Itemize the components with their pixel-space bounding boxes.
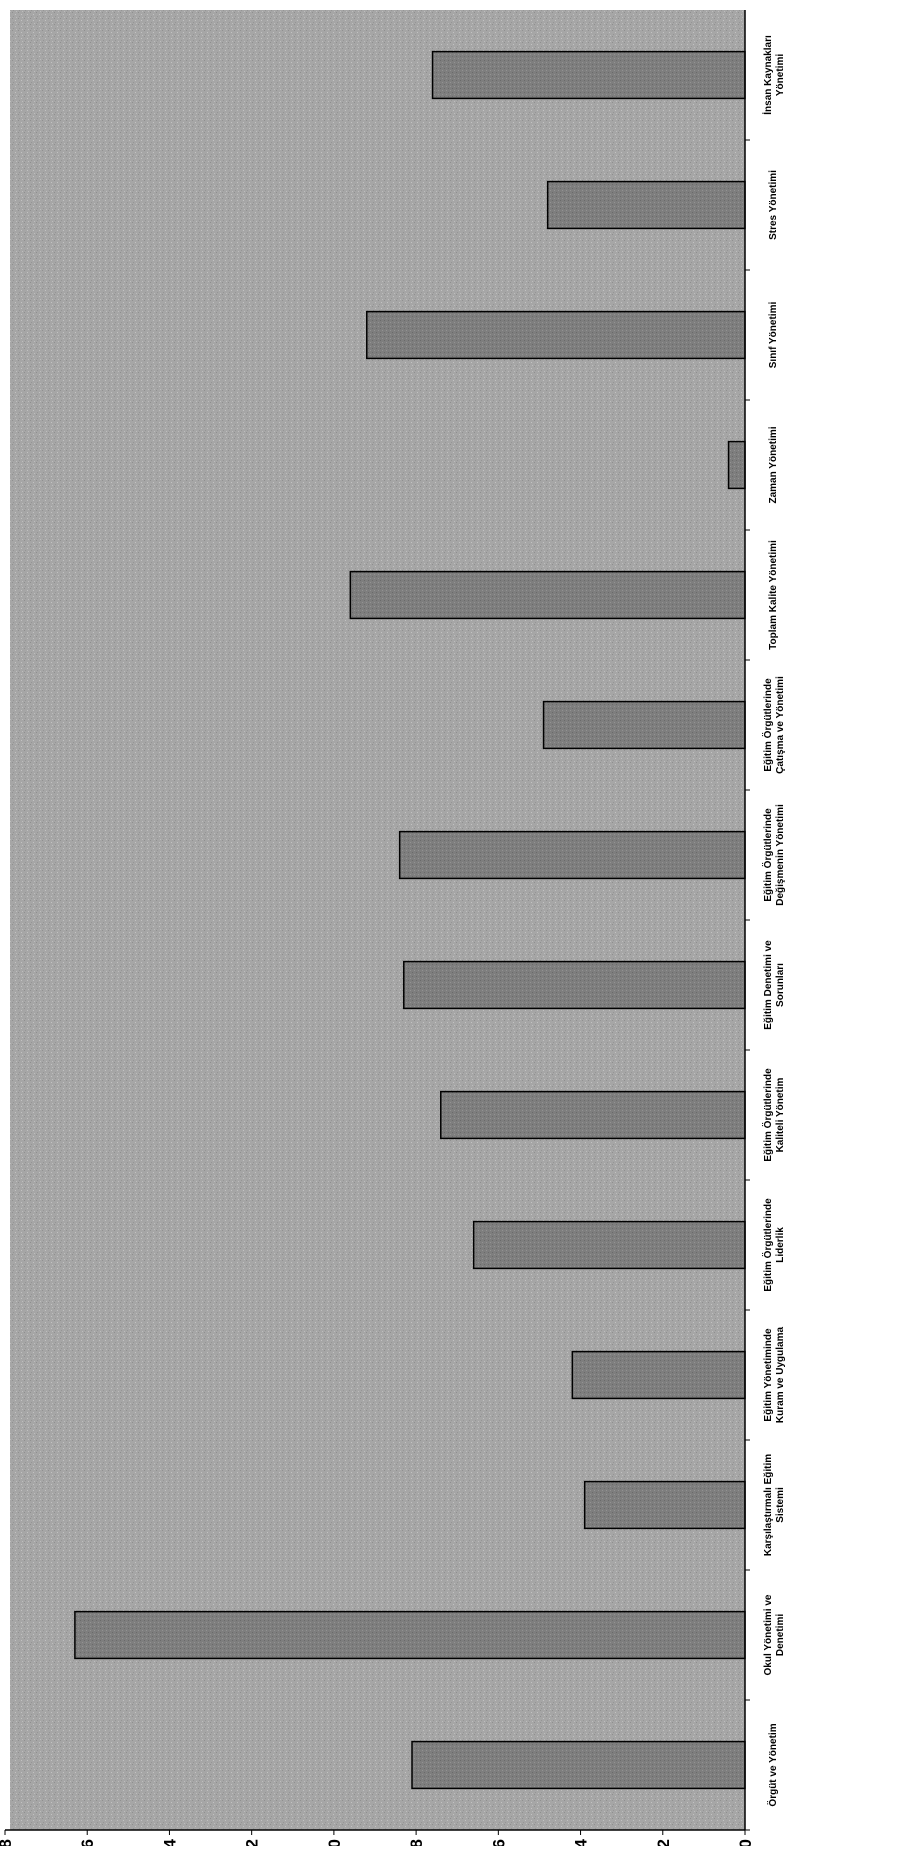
category-label-11: Zaman Yönetimi	[768, 426, 779, 503]
category-label-7: Eğitim Denetimi veSorunları	[763, 940, 786, 1030]
value-tick-label-12: 12	[243, 1839, 262, 1846]
category-label-9: Eğitim ÖrgütlerindeÇatışma ve Yönetimi	[761, 676, 786, 774]
category-label-13: Stres Yönetimi	[768, 170, 779, 240]
value-tick-label-0: 0	[736, 1839, 755, 1846]
category-label-2: Okul Yönetimi veDenetimi	[763, 1594, 786, 1675]
category-label-6: Eğitim ÖrgütlerindeKaliteli Yönetim	[761, 1068, 786, 1162]
value-tick-label-6: 6	[489, 1839, 508, 1846]
bar-3	[583, 1480, 746, 1530]
category-label-5: Eğitim ÖrgütlerindeLiderlik	[761, 1198, 786, 1292]
bar-11	[727, 440, 746, 490]
bar-12	[366, 310, 746, 360]
category-label-4: Eğitim YönetimindeKuram ve Uygulama	[763, 1326, 786, 1423]
value-tick-label-4: 4	[572, 1838, 591, 1846]
bar-2	[74, 1610, 746, 1660]
bar-13	[546, 180, 746, 230]
plot-area	[10, 10, 745, 1830]
category-label-14: İnsan KaynaklarıYönetimi	[761, 35, 786, 115]
category-axis: Örgüt ve Yönetim Okul Yönetimi veDenetimi…	[745, 35, 786, 1831]
category-label-3: Karşılaştırmalı EğitimSistemi	[763, 1454, 786, 1556]
value-tick-label-2: 2	[654, 1839, 673, 1846]
bar-9	[542, 700, 746, 750]
bar-8	[398, 830, 746, 880]
bar-1	[411, 1740, 746, 1790]
value-tick-label-10: 10	[325, 1839, 344, 1846]
bar-4	[571, 1350, 746, 1400]
value-tick-label-8: 8	[407, 1839, 426, 1846]
value-tick-label-18: 18	[0, 1839, 15, 1846]
value-tick-label-16: 16	[78, 1839, 97, 1846]
bars	[74, 50, 746, 1790]
bar-7	[403, 960, 746, 1010]
bar-10	[349, 570, 746, 620]
category-label-10: Toplam Kalite Yönetimi	[768, 540, 779, 650]
category-label-1: Örgüt ve Yönetim	[766, 1723, 779, 1806]
value-tick-label-14: 14	[160, 1838, 179, 1846]
bar-5	[472, 1220, 746, 1270]
category-label-12: Sınıf Yönetimi	[768, 302, 779, 369]
category-label-8: Eğitim ÖrgütlerindeDeğişmenin Yönetimi	[761, 804, 786, 906]
bar-14	[431, 50, 746, 100]
bar-6	[440, 1090, 746, 1140]
